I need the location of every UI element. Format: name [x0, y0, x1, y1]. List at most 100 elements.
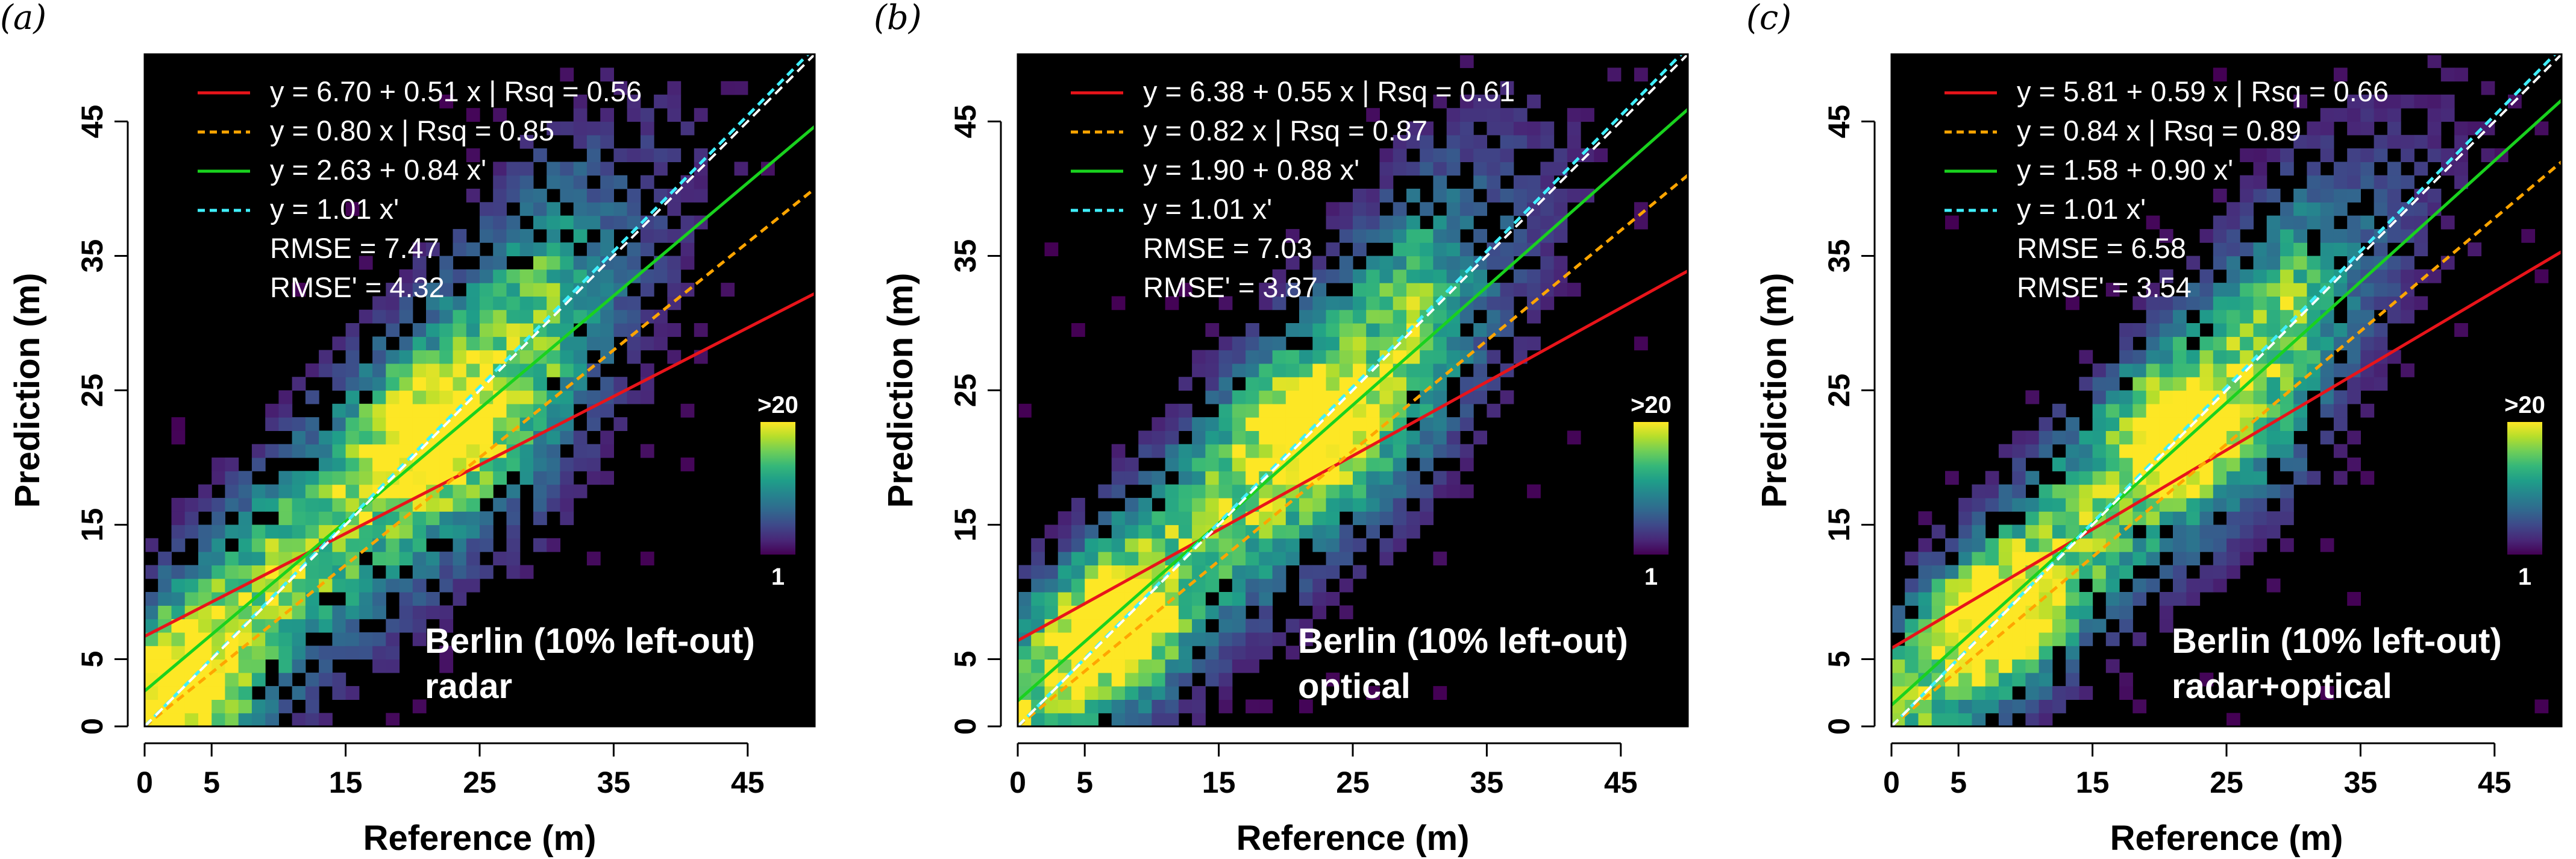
density-cell: [667, 269, 682, 283]
density-cell: [1433, 390, 1447, 404]
density-cell: [547, 350, 560, 364]
density-cell: [466, 363, 480, 377]
density-cell: [1018, 672, 1032, 687]
density-cell: [2119, 565, 2133, 579]
density-cell: [2213, 68, 2227, 82]
density-cell: [292, 471, 306, 485]
y-tick-label: 45: [75, 105, 109, 139]
density-cell: [412, 524, 427, 539]
density-cell: [251, 497, 266, 512]
legend-entry: y = 6.70 + 0.51 x | Rsq = 0.56: [270, 75, 642, 107]
density-cell: [1218, 390, 1233, 404]
density-cell: [2253, 430, 2267, 445]
density-cell: [2039, 430, 2053, 445]
density-cell: [2333, 108, 2348, 122]
density-cell: [1165, 618, 1179, 633]
density-cell: [278, 497, 293, 512]
density-cell: [2280, 403, 2294, 418]
density-cell: [2186, 377, 2201, 391]
density-cell: [1312, 484, 1327, 499]
density-cell: [1124, 672, 1139, 687]
density-cell: [292, 659, 306, 673]
density-cell: [1553, 202, 1568, 216]
density-cell: [265, 552, 279, 565]
density-cell: [359, 592, 373, 606]
density-cell: [1379, 458, 1394, 471]
density-cell: [1058, 524, 1072, 539]
density-cell: [2253, 296, 2267, 310]
density-cell: [2240, 444, 2254, 458]
density-cell: [319, 363, 333, 377]
density-cell: [2307, 189, 2321, 203]
density-cell: [1044, 578, 1059, 593]
density-cell: [305, 430, 319, 445]
density-cell: [1165, 497, 1179, 512]
density-cell: [1985, 659, 1999, 673]
density-cell: [225, 672, 239, 687]
density-cell: [2052, 592, 2066, 606]
density-cell: [2347, 175, 2361, 189]
density-cell: [345, 417, 360, 431]
density-cell: [560, 269, 574, 283]
x-tick-label: 0: [1009, 766, 1026, 799]
density-cell: [265, 497, 279, 512]
density-cell: [386, 350, 400, 364]
density-cell: [1459, 417, 1474, 431]
density-cell: [573, 296, 588, 310]
density-cell: [238, 524, 252, 539]
density-cell: [1285, 228, 1300, 243]
density-cell: [573, 94, 588, 109]
density-cell: [2173, 403, 2187, 418]
density-cell: [439, 511, 454, 526]
density-cell: [1218, 699, 1233, 714]
density-cell: [2427, 54, 2442, 68]
density-cell: [292, 377, 306, 391]
density-cell: [1178, 646, 1192, 660]
density-cell: [1406, 309, 1420, 324]
density-cell: [1205, 605, 1220, 620]
density-cell: [1246, 336, 1259, 351]
density-cell: [1379, 552, 1394, 565]
density-cell: [1958, 538, 1972, 552]
density-cell: [2427, 148, 2442, 162]
density-cell: [506, 336, 521, 351]
density-cell: [560, 497, 574, 512]
series-line-2: [145, 187, 815, 726]
density-cell: [2454, 134, 2468, 149]
density-cell: [1299, 578, 1313, 593]
density-cell: [2173, 538, 2187, 552]
density-cell: [265, 646, 279, 660]
density-cell: [2347, 94, 2361, 109]
density-cell: [1058, 511, 1072, 526]
density-cell: [573, 228, 588, 243]
density-cell: [1111, 713, 1126, 726]
density-cell: [560, 215, 574, 230]
density-cell: [1124, 552, 1139, 565]
density-cell: [1473, 202, 1487, 216]
density-cell: [519, 458, 534, 471]
density-cell: [2374, 363, 2388, 377]
density-cell: [359, 646, 373, 660]
density-cell: [251, 524, 266, 539]
density-cell: [1945, 471, 1959, 485]
density-cell: [1326, 269, 1340, 283]
density-cell: [386, 296, 400, 310]
density-cell: [2227, 228, 2240, 243]
density-cell: [2347, 269, 2361, 283]
density-cell: [412, 430, 427, 445]
density-cell: [1527, 121, 1541, 136]
density-cell: [305, 605, 319, 620]
density-cell: [1366, 323, 1380, 337]
density-cell: [426, 336, 440, 351]
density-cell: [2119, 605, 2133, 620]
density-cell: [2280, 148, 2294, 162]
density-cell: [1192, 484, 1206, 499]
density-cell: [1326, 524, 1340, 539]
density-cell: [1124, 511, 1139, 526]
density-cell: [2079, 350, 2093, 364]
density-cell: [319, 471, 333, 485]
density-cell: [439, 309, 454, 324]
density-cell: [2173, 458, 2187, 471]
density-cell: [426, 552, 440, 565]
